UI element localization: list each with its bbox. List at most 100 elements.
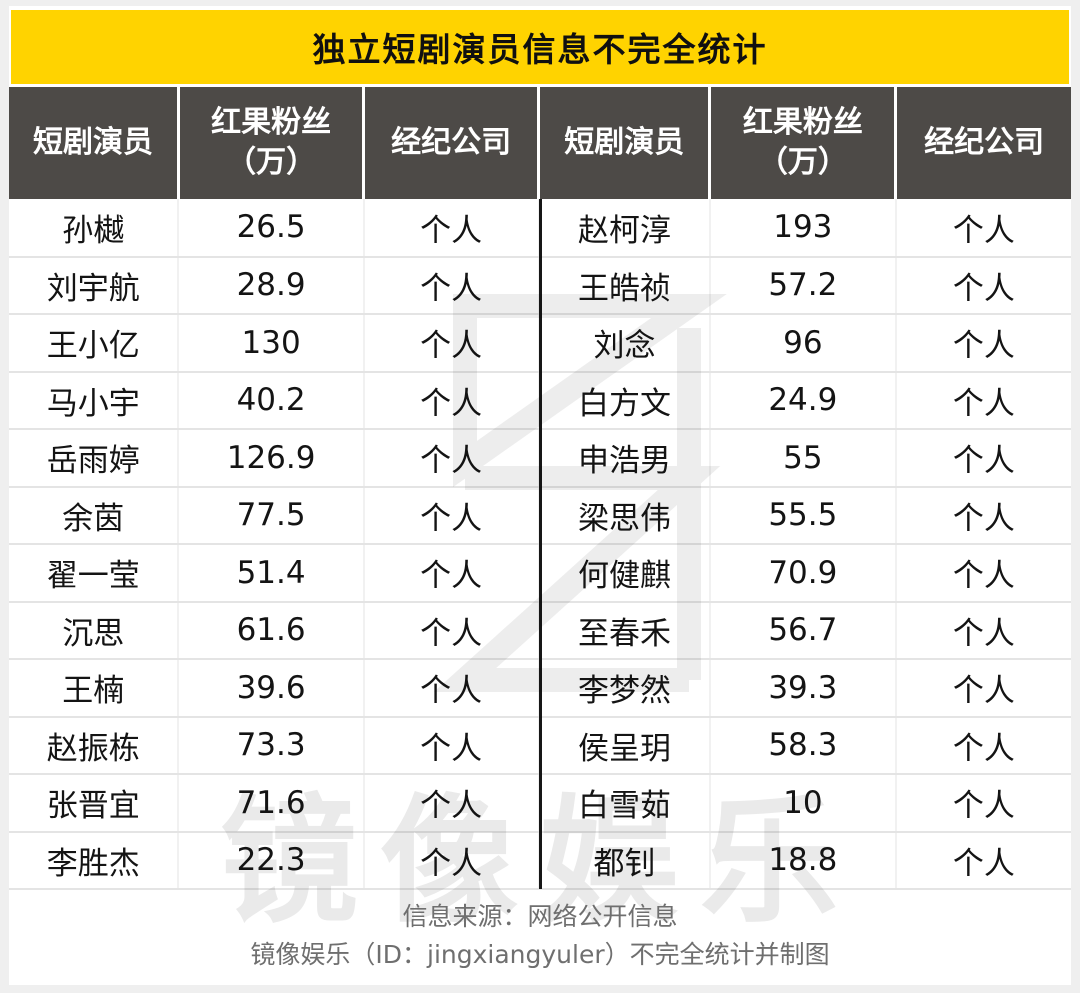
col-header-agency-label: 经纪公司 bbox=[391, 124, 512, 160]
fans-count-cell: 18.8 bbox=[709, 831, 897, 890]
fans-count-cell: 126.9 bbox=[178, 429, 365, 488]
actor-name-cell: 沉思 bbox=[9, 601, 180, 660]
col-header-fans: 红果粉丝 （万） bbox=[178, 87, 366, 199]
actor-name-cell: 赵振栋 bbox=[9, 716, 180, 775]
actor-table-left: 短剧演员 红果粉丝 （万） 经纪公司 孙樾 26.5 个人 刘宇航 28.9 个… bbox=[9, 87, 540, 890]
header-row: 短剧演员 红果粉丝 （万） 经纪公司 bbox=[9, 87, 540, 199]
agency-cell: 个人 bbox=[895, 371, 1071, 430]
actor-name-cell: 翟一莹 bbox=[9, 544, 180, 603]
actor-name-cell: 马小宇 bbox=[9, 371, 180, 430]
actor-name-cell: 梁思伟 bbox=[540, 486, 711, 545]
fans-count-cell: 77.5 bbox=[178, 486, 365, 545]
agency-cell: 个人 bbox=[895, 199, 1071, 258]
actor-name-cell: 都钊 bbox=[540, 831, 711, 890]
actor-name-cell: 李胜杰 bbox=[9, 831, 180, 890]
table-row: 侯呈玥 58.3 个人 bbox=[540, 716, 1071, 775]
agency-cell: 个人 bbox=[895, 314, 1071, 373]
col-header-fans-line1: 红果粉丝 bbox=[211, 104, 332, 140]
table-row: 刘宇航 28.9 个人 bbox=[9, 256, 540, 315]
actor-name-cell: 王皓祯 bbox=[540, 256, 711, 315]
agency-cell: 个人 bbox=[895, 544, 1071, 603]
agency-cell: 个人 bbox=[363, 659, 540, 718]
agency-cell: 个人 bbox=[895, 774, 1071, 833]
actor-name-cell: 何健麒 bbox=[540, 544, 711, 603]
col-header-fans: 红果粉丝 （万） bbox=[709, 87, 898, 199]
fans-count-cell: 130 bbox=[178, 314, 365, 373]
fans-count-cell: 193 bbox=[709, 199, 897, 258]
fans-count-cell: 73.3 bbox=[178, 716, 365, 775]
agency-cell: 个人 bbox=[363, 544, 540, 603]
col-header-actor-label: 短剧演员 bbox=[32, 124, 153, 160]
actor-table-right: 短剧演员 红果粉丝 （万） 经纪公司 赵柯淳 193 个人 王皓祯 57.2 个… bbox=[540, 87, 1071, 890]
table-row: 白雪茹 10 个人 bbox=[540, 774, 1071, 833]
actor-name-cell: 王楠 bbox=[9, 659, 180, 718]
table-row: 梁思伟 55.5 个人 bbox=[540, 486, 1071, 545]
fans-count-cell: 24.9 bbox=[709, 371, 897, 430]
table-row: 王楠 39.6 个人 bbox=[9, 659, 540, 718]
table-row: 王小亿 130 个人 bbox=[9, 314, 540, 373]
title-banner: 独立短剧演员信息不完全统计 bbox=[11, 10, 1069, 84]
agency-cell: 个人 bbox=[363, 486, 540, 545]
actor-name-cell: 刘宇航 bbox=[9, 256, 180, 315]
table-row: 李胜杰 22.3 个人 bbox=[9, 831, 540, 890]
fans-count-cell: 26.5 bbox=[178, 199, 365, 258]
table-row: 余茵 77.5 个人 bbox=[9, 486, 540, 545]
actor-name-cell: 白方文 bbox=[540, 371, 711, 430]
table-row: 马小宇 40.2 个人 bbox=[9, 371, 540, 430]
agency-cell: 个人 bbox=[363, 601, 540, 660]
fans-count-cell: 55.5 bbox=[709, 486, 897, 545]
actor-name-cell: 张晋宜 bbox=[9, 774, 180, 833]
agency-cell: 个人 bbox=[895, 831, 1071, 890]
infographic-canvas: 独立短剧演员信息不完全统计 短剧演员 红果粉丝 （万） 经纪公司 bbox=[9, 6, 1071, 985]
table-row: 孙樾 26.5 个人 bbox=[9, 199, 540, 258]
agency-cell: 个人 bbox=[363, 831, 540, 890]
page-title: 独立短剧演员信息不完全统计 bbox=[312, 30, 768, 69]
table-row: 岳雨婷 126.9 个人 bbox=[9, 429, 540, 488]
header-row: 短剧演员 红果粉丝 （万） 经纪公司 bbox=[540, 87, 1071, 199]
table-row: 至春禾 56.7 个人 bbox=[540, 601, 1071, 660]
table-row: 赵柯淳 193 个人 bbox=[540, 199, 1071, 258]
agency-cell: 个人 bbox=[895, 601, 1071, 660]
table-row: 都钊 18.8 个人 bbox=[540, 831, 1071, 890]
agency-cell: 个人 bbox=[363, 314, 540, 373]
fans-count-cell: 39.6 bbox=[178, 659, 365, 718]
fans-count-cell: 57.2 bbox=[709, 256, 897, 315]
fans-count-cell: 10 bbox=[709, 774, 897, 833]
table-row: 张晋宜 71.6 个人 bbox=[9, 774, 540, 833]
col-header-actor: 短剧演员 bbox=[9, 87, 180, 199]
fans-count-cell: 61.6 bbox=[178, 601, 365, 660]
fans-count-cell: 96 bbox=[709, 314, 897, 373]
table-row: 赵振栋 73.3 个人 bbox=[9, 716, 540, 775]
agency-cell: 个人 bbox=[363, 716, 540, 775]
col-header-actor: 短剧演员 bbox=[540, 87, 712, 199]
actor-name-cell: 孙樾 bbox=[9, 199, 180, 258]
table-row: 翟一莹 51.4 个人 bbox=[9, 544, 540, 603]
fans-count-cell: 22.3 bbox=[178, 831, 365, 890]
actor-name-cell: 侯呈玥 bbox=[540, 716, 711, 775]
actor-name-cell: 至春禾 bbox=[540, 601, 711, 660]
agency-cell: 个人 bbox=[895, 429, 1071, 488]
table-body-left: 孙樾 26.5 个人 刘宇航 28.9 个人 王小亿 130 个人 马小宇 40… bbox=[9, 199, 540, 890]
table-body-right: 赵柯淳 193 个人 王皓祯 57.2 个人 刘念 96 个人 白方文 24.9… bbox=[540, 199, 1071, 890]
col-header-agency: 经纪公司 bbox=[363, 87, 540, 199]
actor-name-cell: 王小亿 bbox=[9, 314, 180, 373]
actor-tables: 短剧演员 红果粉丝 （万） 经纪公司 孙樾 26.5 个人 刘宇航 28.9 个… bbox=[9, 87, 1071, 890]
fans-count-cell: 28.9 bbox=[178, 256, 365, 315]
fans-count-cell: 70.9 bbox=[709, 544, 897, 603]
actor-name-cell: 岳雨婷 bbox=[9, 429, 180, 488]
table-row: 沉思 61.6 个人 bbox=[9, 601, 540, 660]
col-header-actor-label: 短剧演员 bbox=[564, 124, 685, 160]
agency-cell: 个人 bbox=[895, 256, 1071, 315]
source-note: 信息来源：网络公开信息 bbox=[402, 902, 678, 931]
footer: 信息来源：网络公开信息 镜像娱乐（ID：jingxiangyuler）不完全统计… bbox=[9, 890, 1071, 974]
fans-count-cell: 56.7 bbox=[709, 601, 897, 660]
agency-cell: 个人 bbox=[895, 659, 1071, 718]
actor-name-cell: 余茵 bbox=[9, 486, 180, 545]
fans-count-cell: 40.2 bbox=[178, 371, 365, 430]
agency-cell: 个人 bbox=[895, 486, 1071, 545]
agency-cell: 个人 bbox=[363, 429, 540, 488]
col-header-agency-label: 经纪公司 bbox=[924, 124, 1045, 160]
col-header-fans-line1: 红果粉丝 bbox=[742, 104, 863, 140]
fans-count-cell: 39.3 bbox=[709, 659, 897, 718]
fans-count-cell: 55 bbox=[709, 429, 897, 488]
